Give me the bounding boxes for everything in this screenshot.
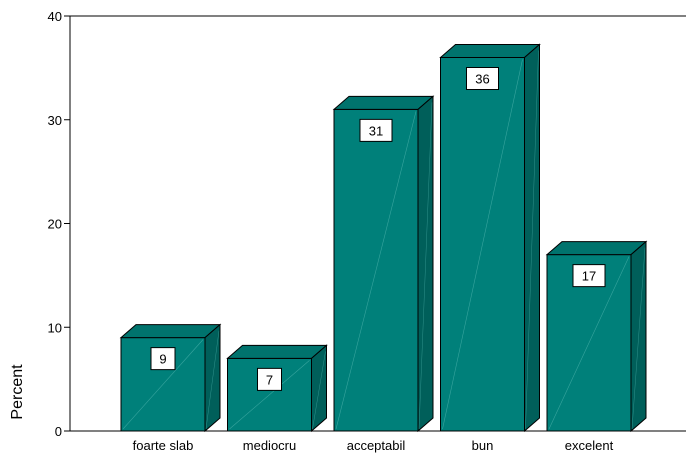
data-label-box	[257, 367, 282, 391]
x-tick-label: mediocru	[243, 438, 296, 453]
y-tick-label: 20	[48, 217, 62, 232]
bar-side-sheen	[631, 247, 646, 430]
data-label: 9	[159, 352, 166, 367]
bar-sheen	[548, 256, 630, 430]
bar: 31 acceptabil	[332, 95, 435, 453]
data-label-box	[572, 264, 606, 288]
data-label-box	[150, 347, 176, 371]
bar-top	[439, 44, 541, 58]
y-tick-label: 0	[55, 424, 62, 439]
y-tick-label: 10	[48, 320, 62, 335]
y-tick-label: 30	[48, 113, 62, 128]
bar: 17 excelent	[545, 240, 648, 453]
bar-top	[226, 344, 328, 359]
data-label-box	[466, 67, 499, 90]
data-label: 36	[475, 72, 489, 87]
chart-bars: 9 foarte slab 7 mediocru 31 acceptabil 36 bun 17…	[119, 43, 648, 453]
y-tick-label: 40	[48, 9, 62, 24]
bar: 9 foarte slab	[119, 323, 222, 453]
y-axis-label: Percent	[9, 364, 26, 420]
bar-top	[332, 95, 435, 110]
bar-sheen	[122, 339, 204, 430]
bar-top	[545, 241, 648, 256]
data-label: 7	[266, 372, 273, 387]
bar-sheen	[442, 59, 523, 430]
bar-top	[119, 324, 222, 339]
bar-side-sheen	[312, 351, 326, 430]
x-tick-label: acceptabil	[347, 438, 406, 453]
data-label: 31	[369, 123, 383, 138]
bar-side-sheen	[525, 50, 539, 430]
bar: 7 mediocru	[226, 344, 328, 453]
data-label-box	[359, 118, 393, 142]
x-tick-label: excelent	[565, 438, 614, 453]
x-tick-label: bun	[472, 438, 494, 453]
bar-sheen	[335, 111, 417, 430]
bar: 36 bun	[439, 43, 541, 453]
x-tick-label: foarte slab	[133, 438, 194, 453]
bar-side-sheen	[418, 102, 433, 430]
bar-sheen	[229, 360, 310, 430]
data-label: 17	[582, 269, 596, 284]
bar-side-sheen	[205, 330, 220, 430]
